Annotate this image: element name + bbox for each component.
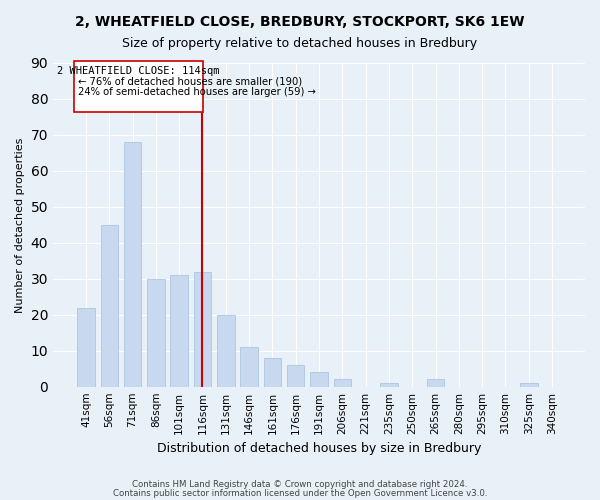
Text: 2, WHEATFIELD CLOSE, BREDBURY, STOCKPORT, SK6 1EW: 2, WHEATFIELD CLOSE, BREDBURY, STOCKPORT…	[75, 15, 525, 29]
Bar	[241, 347, 258, 387]
Bar	[217, 315, 235, 386]
Bar	[427, 380, 444, 386]
Text: Contains public sector information licensed under the Open Government Licence v3: Contains public sector information licen…	[113, 488, 487, 498]
Y-axis label: Number of detached properties: Number of detached properties	[15, 137, 25, 312]
Bar	[334, 380, 351, 386]
X-axis label: Distribution of detached houses by size in Bredbury: Distribution of detached houses by size …	[157, 442, 481, 455]
Bar	[147, 279, 164, 386]
Bar	[170, 275, 188, 386]
Text: 24% of semi-detached houses are larger (59) →: 24% of semi-detached houses are larger (…	[78, 87, 316, 97]
FancyBboxPatch shape	[74, 61, 203, 112]
Text: ← 76% of detached houses are smaller (190): ← 76% of detached houses are smaller (19…	[78, 76, 302, 86]
Bar	[101, 225, 118, 386]
Bar	[310, 372, 328, 386]
Text: 2 WHEATFIELD CLOSE: 114sqm: 2 WHEATFIELD CLOSE: 114sqm	[58, 66, 220, 76]
Text: Contains HM Land Registry data © Crown copyright and database right 2024.: Contains HM Land Registry data © Crown c…	[132, 480, 468, 489]
Bar	[77, 308, 95, 386]
Bar	[287, 365, 304, 386]
Bar	[124, 142, 142, 386]
Bar	[520, 383, 538, 386]
Text: Size of property relative to detached houses in Bredbury: Size of property relative to detached ho…	[122, 38, 478, 51]
Bar	[380, 383, 398, 386]
Bar	[194, 272, 211, 386]
Bar	[263, 358, 281, 386]
